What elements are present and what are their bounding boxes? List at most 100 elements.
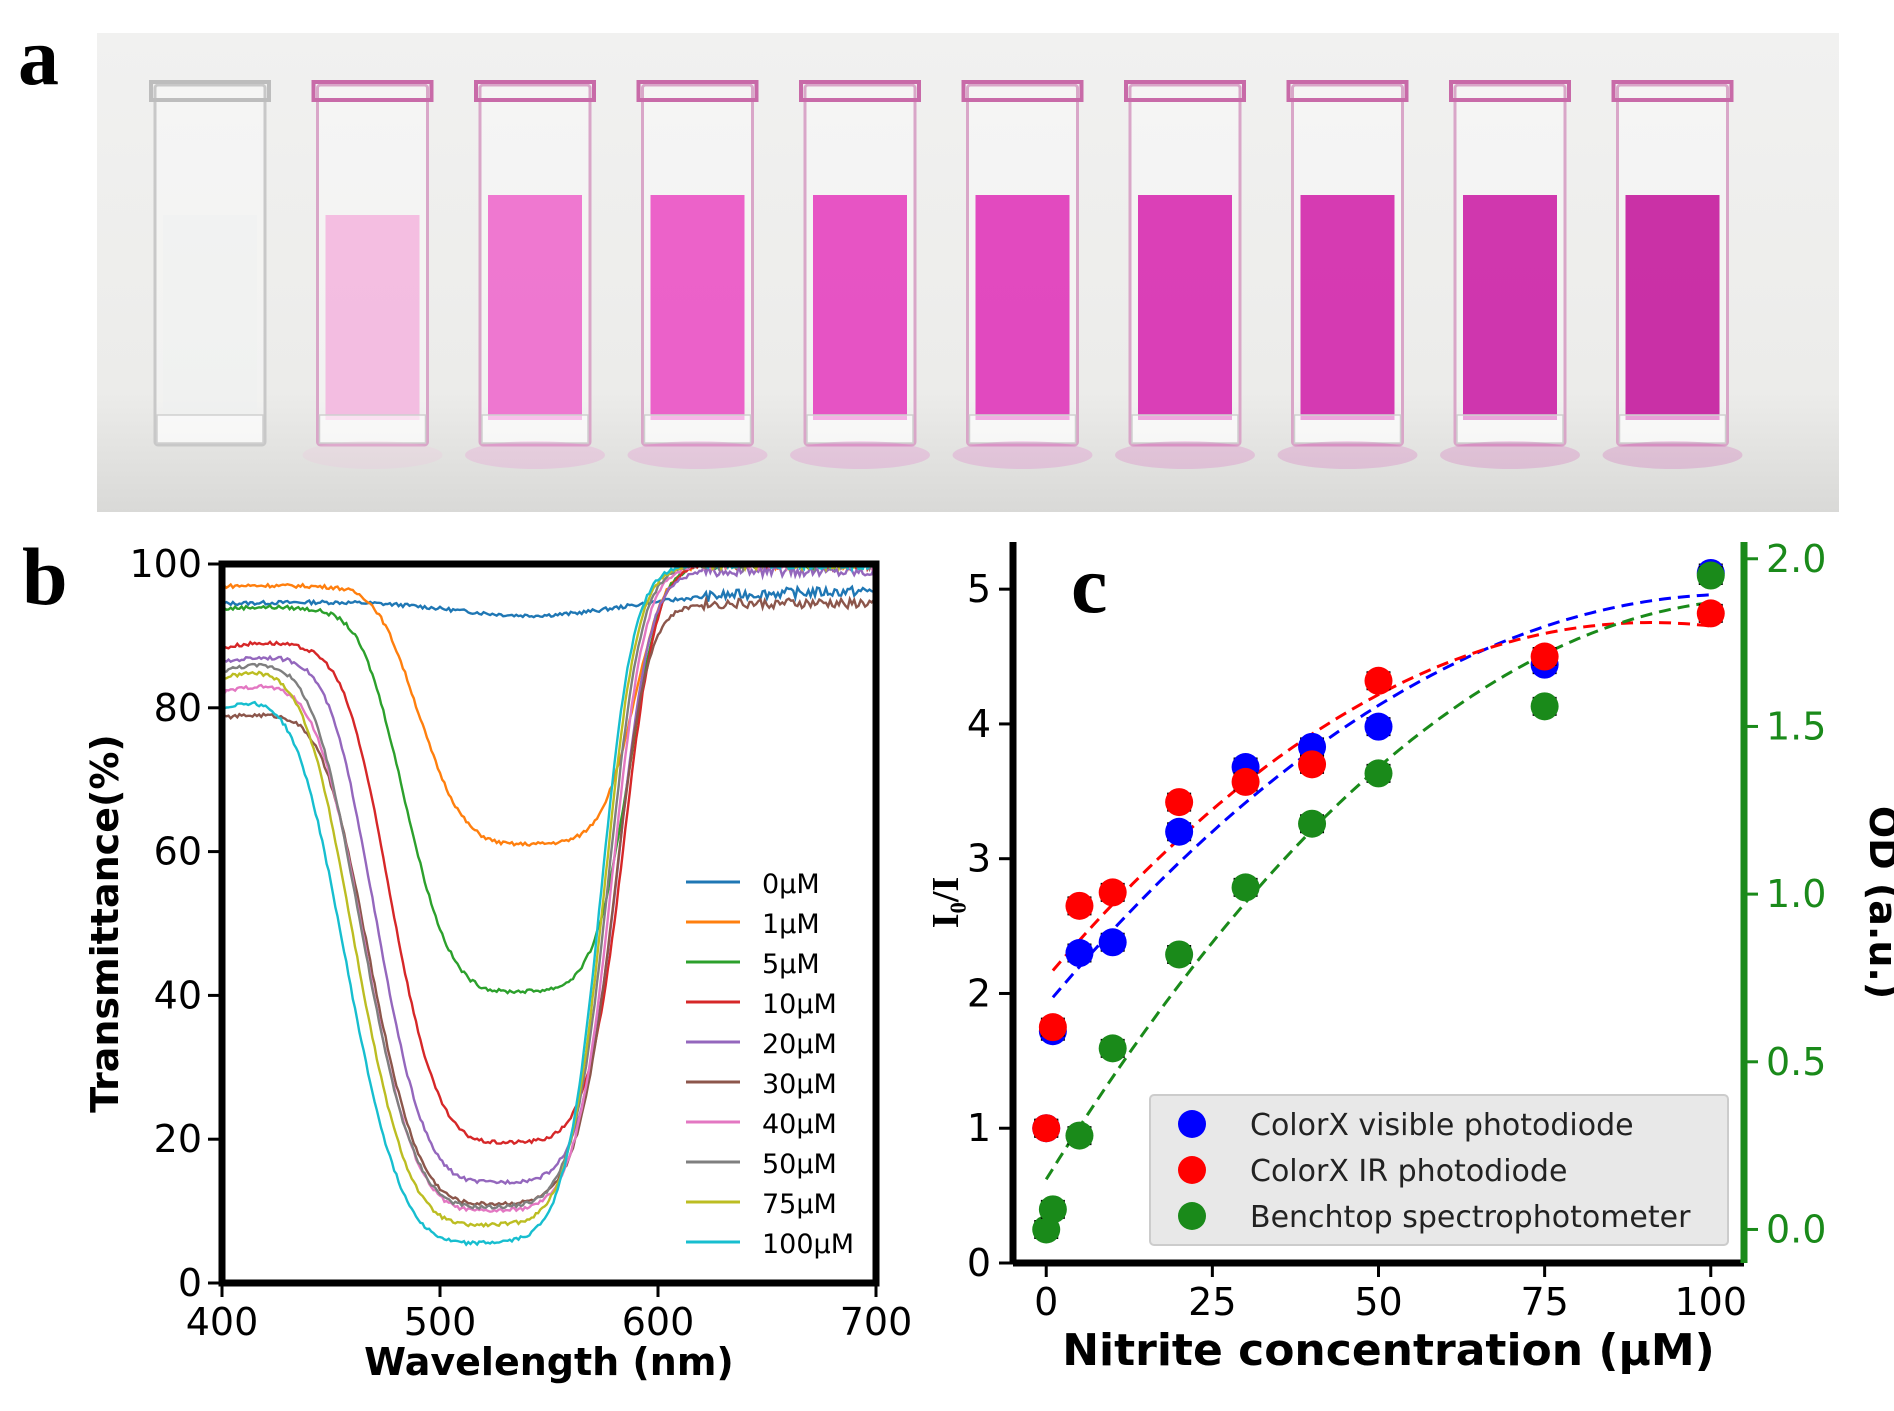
y-tick-label: 4 [967,702,991,746]
y-tick-label: 100 [129,542,202,586]
legend-label: 75μM [762,1189,837,1220]
spectrum-line [222,562,876,1247]
legend-label: 5μM [762,949,820,980]
cuvette-rim [636,80,759,102]
panel-a: a [18,11,1839,512]
cuvette-glass [153,83,267,447]
y2-tick-label: 0.0 [1766,1207,1826,1251]
chart-c: 0 25 50 75 100 0 1 2 3 4 5 0.0 0.5 1.0 1.5 2.0 Nitrite c… [925,537,1894,1376]
x-axis-label: Wavelength (nm) [364,1340,734,1384]
y-tick-label: 80 [154,686,202,730]
cuvette-rim [1286,80,1409,102]
chart-b: 400 500 600 700 0 20 40 60 80 100 Wavelength (nm) T… [83,542,912,1384]
y-axis-label: Transmittance(%) [83,734,127,1113]
legend-label: ColorX visible photodiode [1250,1108,1634,1143]
data-point [1696,599,1725,628]
cuvette-base [481,414,589,444]
y-axis-label: I₀/I [925,877,967,929]
cuvette-liquid [488,195,582,420]
data-point [1364,666,1393,695]
cuvette [952,80,1093,469]
data-point [1364,759,1393,788]
legend-label: 50μM [762,1149,837,1180]
legend-marker [1178,1110,1206,1138]
x-axis-label: Nitrite concentration (μM) [1062,1325,1715,1376]
cuvette-liquid [975,195,1070,420]
cuvette-reflection [1115,441,1255,469]
x-tick-label: 75 [1520,1280,1568,1324]
cuvette-base [1293,414,1402,444]
y2-tick-label: 1.0 [1766,872,1826,916]
data-point [1165,940,1194,969]
cuvette-rim [799,80,921,102]
x-tick-label: 50 [1354,1280,1402,1324]
cuvette-liquid [163,215,257,420]
data-point [1364,712,1393,741]
y2-tick-label: 2.0 [1766,537,1826,581]
cuvette-reflection [465,441,605,469]
legend-label: 10μM [762,989,837,1020]
spectrum-line [222,584,876,619]
cuvette-rim [1449,80,1571,102]
fit-curves [1044,593,1711,1181]
cuvette-rim [961,80,1084,102]
panel-label-b: b [22,531,68,622]
data-point [1038,1013,1067,1042]
cuvette-liquid [1625,195,1720,420]
legend-label: 0μM [762,869,820,900]
cuvette-rim [474,80,596,102]
data-point [1298,750,1327,779]
legend: ColorX visible photodiode ColorX IR photo… [1149,1094,1729,1246]
legend-box [1149,1094,1729,1246]
x-tick-label: 100 [1675,1280,1748,1324]
cuvette-base [643,414,752,444]
x-tick-label: 700 [840,1300,913,1344]
spectra-curves [222,562,876,1247]
cuvette-liquid [1138,195,1232,420]
cuvette-base [156,414,264,444]
cuvette-reflection [627,441,768,469]
data-point [1065,891,1094,920]
y2-tick-label: 1.5 [1766,704,1826,748]
cuvette-rim [149,80,271,102]
cuvette-liquid [813,195,907,420]
cuvette-liquid [325,215,420,420]
cuvette [790,80,930,469]
data-point [1098,878,1127,907]
cuvette [465,80,605,469]
fit-line [1044,601,1711,1181]
x-tick-label: 500 [404,1300,477,1344]
cuvette-liquid [1463,195,1557,420]
cuvette-base [968,414,1077,444]
cuvette-base [1456,414,1564,444]
fit-line [1051,593,1711,999]
cuvette-rim [311,80,434,102]
x-tick-label: 400 [186,1300,259,1344]
data-point [1098,928,1127,957]
cuvette [1115,80,1255,469]
plot-frame [218,560,880,1287]
legend: 0μM 1μM 5μM 10μM 20μM 30μM 40μM 50μM 75μM 100μM [686,869,854,1260]
panel-label-a: a [18,11,59,102]
data-point [1231,873,1260,902]
data-point [1298,809,1327,838]
y2-axis-label: OD (a.u.) [1861,806,1894,999]
data-point [1696,561,1725,590]
y-tick-label: 2 [967,971,991,1015]
y-tick-label: 40 [154,973,202,1017]
cuvette-reflection [952,441,1093,469]
panel-b: b 400 500 600 700 0 20 40 60 80 100 Wavelength (nm… [22,531,912,1384]
y-tick-label: 20 [154,1117,202,1161]
cuvette [149,80,271,447]
cuvette-reflection [1440,441,1580,469]
cuvette-base [318,414,427,444]
y-tick-label: 3 [967,837,991,881]
data-point [1032,1114,1061,1143]
cuvette-reflection [1277,441,1418,469]
legend-marker [1178,1156,1206,1184]
cuvette-reflection [302,441,443,469]
data-point [1530,692,1559,721]
cuvette-base [1131,414,1239,444]
data-point [1065,1121,1094,1150]
